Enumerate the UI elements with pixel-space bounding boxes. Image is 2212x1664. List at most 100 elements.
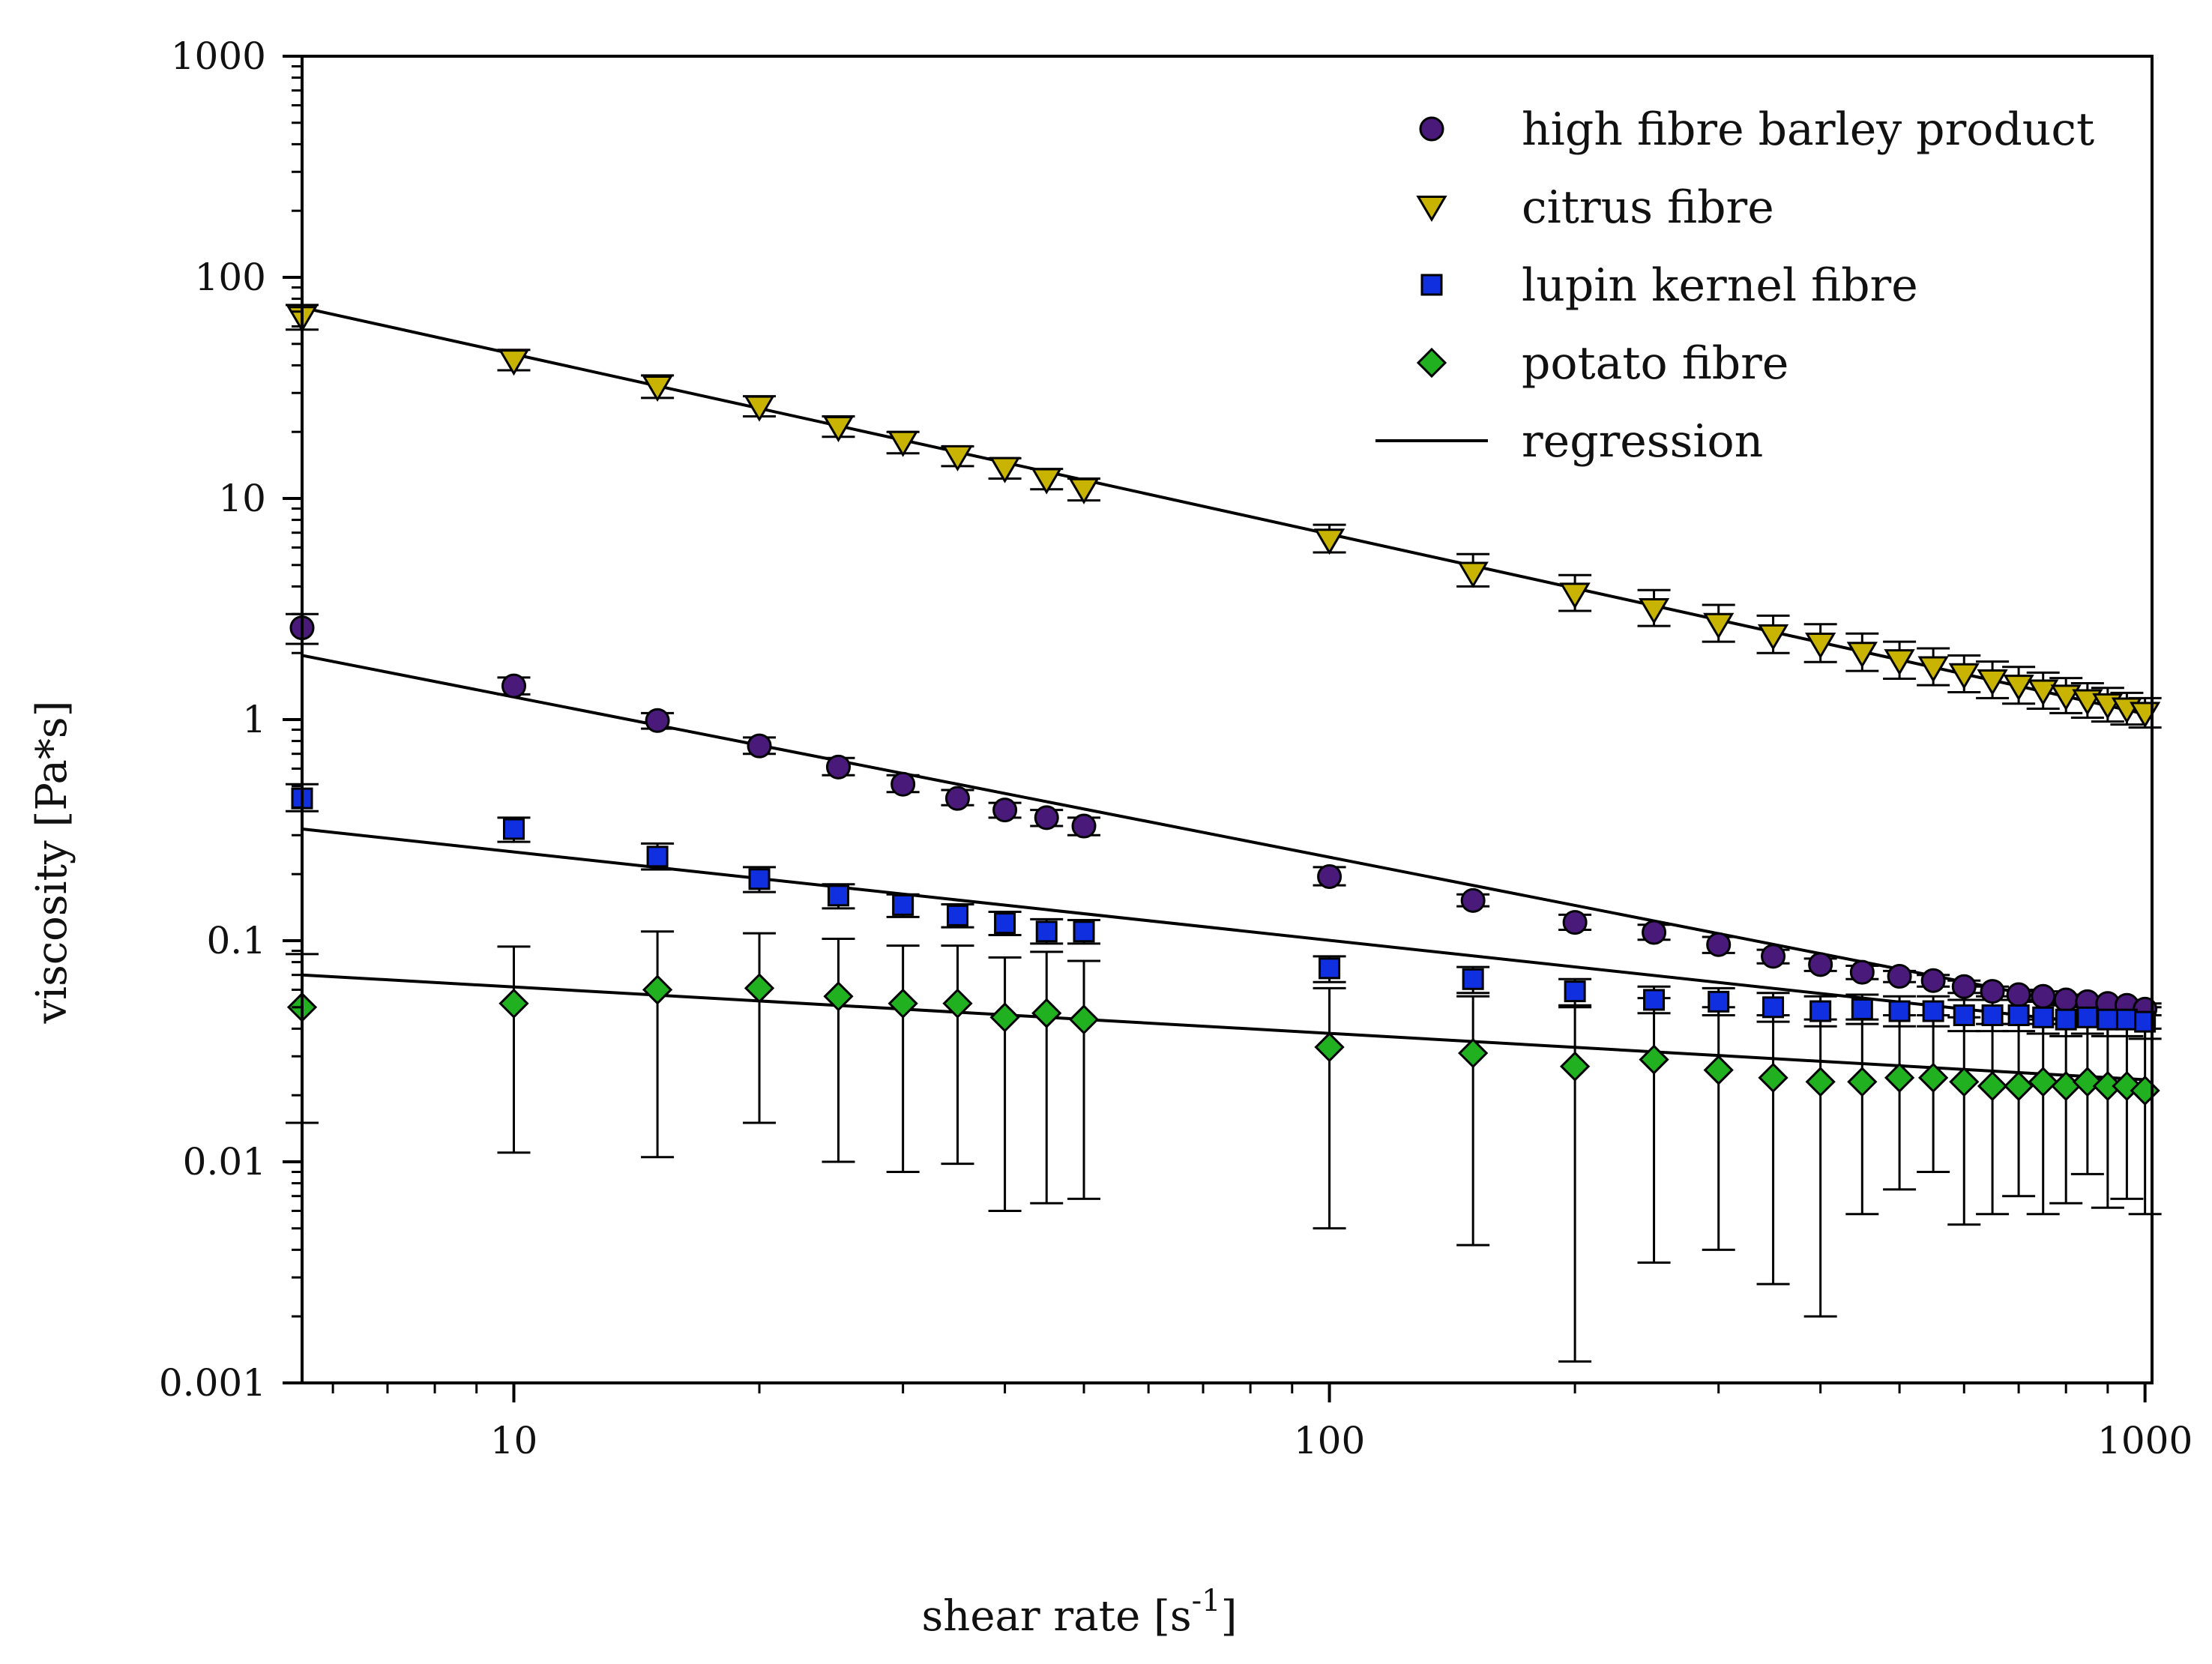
data-point-square — [1035, 920, 1058, 943]
data-point-circle — [2006, 982, 2031, 1007]
plot-frame — [301, 55, 2154, 1384]
data-point-triangle-down — [989, 456, 1021, 483]
y-tick-label: 1 — [242, 698, 266, 741]
y-axis-ticks: 1000 100 10 1 0.1 0.01 0.001 — [159, 34, 302, 1405]
data-point-circle — [1642, 920, 1667, 945]
data-point-square — [1809, 1000, 1832, 1022]
y-tick-label: 1000 — [171, 34, 266, 78]
data-point-square — [2032, 1006, 2055, 1028]
data-point-triangle-down — [887, 430, 919, 457]
data-point-circle — [2031, 983, 2056, 1009]
data-point-diamond — [1977, 1070, 2008, 1102]
data-point-diamond — [1918, 1062, 1949, 1093]
data-point-triangle-down — [2050, 684, 2082, 711]
data-point-triangle-down — [1031, 468, 1062, 495]
data-point-square — [1643, 989, 1666, 1011]
data-point-square — [827, 884, 849, 907]
data-point-triangle-down — [1805, 632, 1836, 660]
legend-swatch-circle — [1419, 116, 1444, 142]
data-point-diamond — [744, 973, 775, 1004]
y-tick-label: 0.01 — [183, 1140, 266, 1184]
data-point-square — [892, 893, 914, 916]
data-point-circle — [1808, 952, 1833, 977]
data-point-circle — [825, 754, 851, 780]
data-point-square — [1708, 990, 1730, 1013]
data-point-diamond — [1559, 1051, 1591, 1082]
data-point-triangle-down — [1559, 582, 1591, 609]
data-point-triangle-down — [1313, 528, 1345, 555]
data-point-square — [503, 818, 525, 840]
y-tick-label: 100 — [195, 256, 266, 299]
data-point-triangle-down — [1977, 669, 2008, 696]
data-point-diamond — [887, 988, 918, 1019]
data-point-circle — [501, 673, 527, 699]
data-point-diamond — [823, 981, 854, 1012]
legend-label: lupin kernel fibre — [1522, 259, 1918, 312]
data-point-triangle-down — [2130, 702, 2161, 729]
legend-swatch-triangle-down — [1416, 196, 1447, 223]
legend-swatch-square — [1420, 274, 1443, 296]
data-point-diamond — [1639, 1044, 1669, 1075]
y-axis-label: viscosity [Pa*s] — [28, 701, 76, 1025]
regression-line — [301, 827, 2145, 1031]
data-point-circle — [1951, 974, 1977, 999]
data-point-circle — [1920, 968, 1946, 993]
data-point-circle — [992, 798, 1018, 823]
data-point-diamond — [1068, 1004, 1100, 1035]
data-point-diamond — [942, 988, 973, 1019]
y-tick-label: 10 — [218, 477, 266, 520]
data-point-circle — [747, 733, 772, 759]
data-point-triangle-down — [822, 415, 855, 443]
data-point-square — [2076, 1006, 2099, 1028]
data-point-triangle-down — [1948, 663, 1980, 690]
data-point-triangle-down — [1457, 561, 1489, 588]
data-point-square — [646, 845, 669, 868]
data-point-triangle-down — [1757, 624, 1789, 651]
data-point-square — [2097, 1008, 2119, 1031]
data-point-triangle-down — [1884, 649, 1915, 676]
data-point-triangle-down — [941, 444, 974, 471]
data-point-diamond — [1458, 1037, 1489, 1069]
x-tick-label: 1000 — [2097, 1419, 2193, 1462]
regression-line — [301, 654, 2146, 1019]
data-point-square — [1762, 996, 1785, 1019]
data-point-diamond — [1949, 1067, 1980, 1097]
data-point-circle — [890, 771, 916, 797]
data-point-circle — [1034, 805, 1059, 831]
data-point-square — [1888, 1000, 1911, 1022]
x-tick-label: 100 — [1294, 1419, 1365, 1462]
data-point-square — [1981, 1004, 2004, 1026]
data-point-triangle-down — [744, 395, 775, 422]
data-point-circle — [1887, 964, 1912, 989]
data-markers — [286, 306, 2161, 1106]
data-point-triangle-down — [1068, 477, 1100, 504]
data-point-circle — [1562, 910, 1588, 935]
data-point-triangle-down — [1703, 612, 1735, 639]
data-point-triangle-down — [642, 375, 673, 403]
data-point-circle — [1460, 887, 1486, 913]
data-point-square — [946, 904, 968, 926]
data-point-square — [1564, 980, 1586, 1003]
data-point-diamond — [1031, 998, 1062, 1028]
legend-label: high fibre barley product — [1522, 103, 2094, 156]
data-point-diamond — [989, 1002, 1020, 1033]
data-point-triangle-down — [498, 349, 530, 376]
data-point-square — [994, 912, 1016, 935]
data-point-square — [1922, 1000, 1944, 1022]
legend-label: potato fibre — [1522, 337, 1788, 390]
x-axis-label-superscript: -1 — [1192, 1584, 1221, 1618]
data-point-diamond — [2072, 1067, 2103, 1097]
data-point-square — [1462, 968, 1484, 990]
data-point-diamond — [1847, 1067, 1878, 1097]
data-point-diamond — [2028, 1067, 2058, 1097]
data-point-circle — [1706, 932, 1732, 957]
data-point-triangle-down — [2003, 675, 2034, 702]
regression-line — [301, 973, 2145, 1082]
legend-swatch-diamond — [1416, 347, 1447, 379]
data-point-square — [748, 868, 771, 890]
x-axis-ticks: 10 100 1000 — [331, 1383, 2193, 1462]
data-point-diamond — [2003, 1070, 2034, 1102]
data-point-circle — [1980, 979, 2005, 1004]
